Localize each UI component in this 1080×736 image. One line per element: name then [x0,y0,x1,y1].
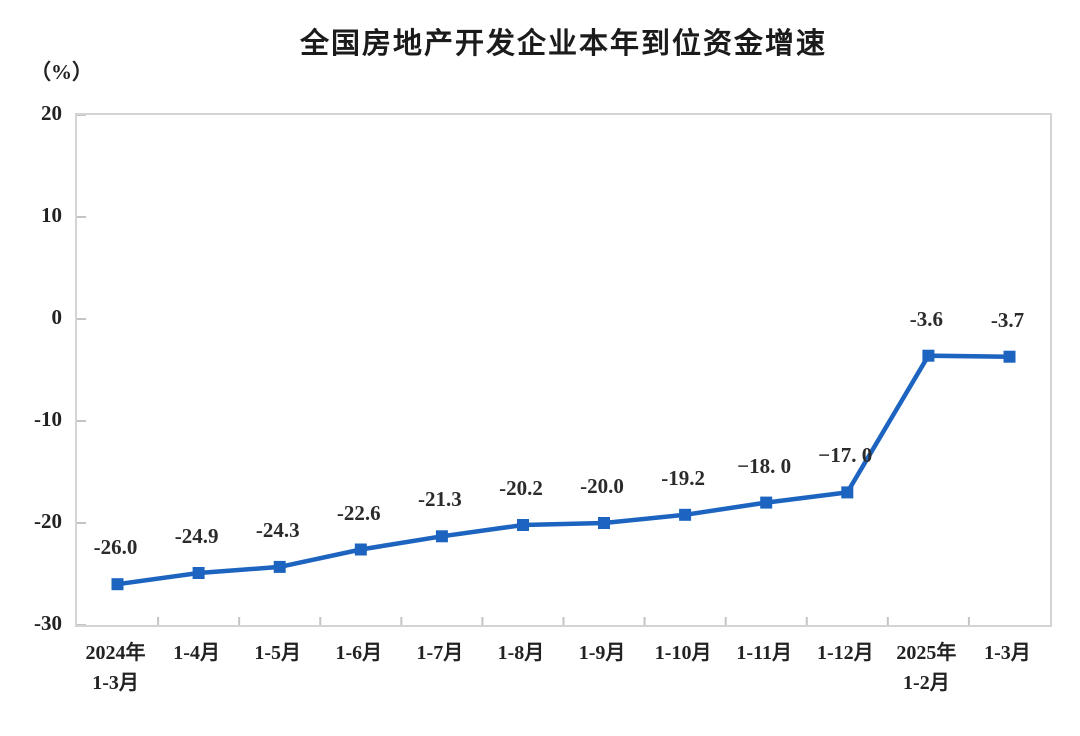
data-point-label: -26.0 [93,535,138,560]
data-point-marker [273,560,286,573]
data-point-label: -3.6 [909,306,943,331]
y-tick-label: 20 [41,101,62,125]
x-category-label-line: 1-11月 [736,642,792,664]
x-category-label: 1-10月 [621,638,745,668]
x-category-label-line: 1-7月 [416,642,464,664]
x-category-label-line: 1-3月 [984,642,1031,664]
data-point-marker [598,517,610,529]
x-category-label-line: 1-6月 [335,642,383,664]
x-category-label-line: 1-9月 [578,642,626,664]
y-tick-label: -30 [34,611,62,635]
data-point-label: -24.3 [255,517,300,542]
x-category-label: 1-8月 [459,638,583,668]
plot-area [75,113,1052,627]
x-category-label: 2025年 1-2月 [864,638,988,698]
x-category-label-line: 1-12月 [816,642,874,664]
data-point-marker [354,543,367,556]
data-point-marker [1003,350,1016,363]
data-point-marker [517,519,529,531]
x-category-label: 1-12月 [783,638,907,668]
x-category-label-line: 1-3月 [92,672,139,694]
x-category-label: 1-11月 [702,638,826,668]
data-point-marker [679,508,692,521]
series-svg [77,115,1016,625]
chart-title: 全国房地产开发企业本年到位资金增速 [299,28,827,60]
data-point-marker [760,496,773,509]
x-category-label-line: 1-8月 [497,642,545,664]
y-tick-label: 10 [41,203,62,227]
x-category-label-line: 1-2月 [903,672,950,694]
x-category-label-line: 1-10月 [654,642,712,664]
x-category-label-line: 1-4月 [173,642,220,664]
x-category-label-line: 2024年 [85,642,146,664]
y-axis-unit-label: （%） [30,60,93,84]
data-point-label: -3.7 [990,307,1025,332]
x-category-label: 2024年 1-3月 [54,638,178,698]
x-category-label: 1-3月 [945,638,1069,668]
data-point-marker [841,486,854,499]
x-category-label: 1-5月 [216,638,340,668]
data-point-label: -20.2 [499,476,543,501]
data-point-marker [111,578,124,591]
data-point-label: -24.9 [174,523,219,548]
data-point-label: −18. 0 [737,453,792,478]
x-category-label-line: 1-5月 [254,642,302,664]
data-point-marker [192,567,205,579]
data-point-label: -20.0 [580,474,624,498]
data-point-label: -22.6 [336,500,381,525]
x-category-label-line: 2025年 [896,642,957,664]
x-category-label: 1-6月 [297,638,421,668]
series-line [117,353,1010,587]
x-category-label: 1-7月 [378,638,502,668]
y-tick-label: -20 [34,509,62,533]
data-point-marker [922,349,935,362]
y-tick-label: -10 [34,407,62,431]
data-point-label: −17. 0 [818,443,873,468]
data-point-label: -19.2 [661,465,705,490]
y-tick-label: 0 [51,305,63,329]
data-point-label: -21.3 [418,487,462,512]
x-category-label: 1-9月 [540,638,664,668]
data-point-marker [435,530,448,543]
x-category-label: 1-4月 [135,638,259,668]
